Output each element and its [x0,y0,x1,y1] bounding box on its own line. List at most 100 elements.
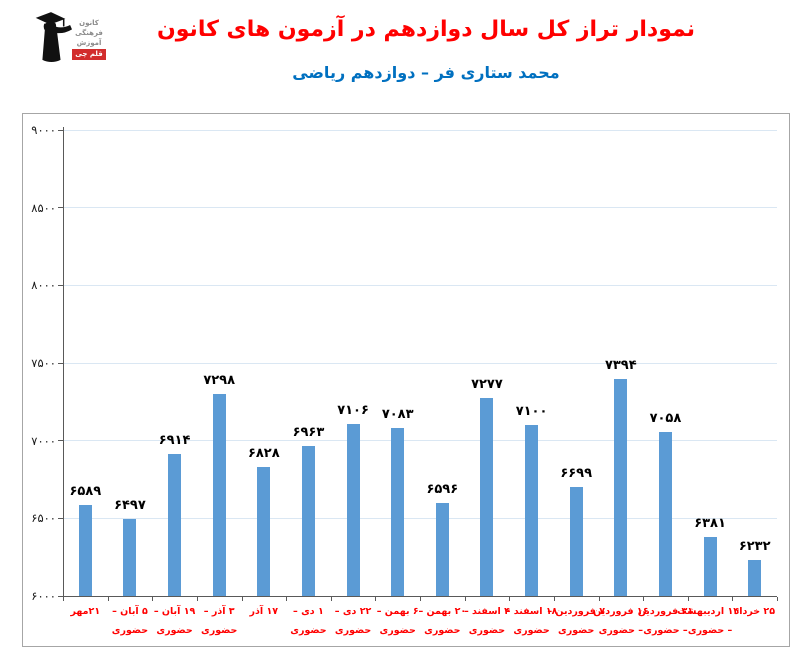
x-axis-category-label: ۲۰ بهمن – حضوری [413,602,471,640]
x-axis-tick [643,597,645,601]
x-axis-category-label: ۵ آبان – حضوری [101,602,159,640]
bar-value-label: ۷۰۵۸ [649,410,682,426]
x-axis-category-line: ۱۶ فروردین [593,606,649,617]
x-axis-category-label: ۳۱ فروردین – حضوری [636,602,694,640]
x-axis-category-label: ۱ دی – حضوری [279,602,337,640]
x-axis-category-line: ۳ آذر – [203,606,235,617]
y-axis-tick [58,129,63,131]
x-axis-tick [196,597,198,601]
bar [703,536,717,596]
x-axis-tick [732,597,734,601]
bar-value-label: ۶۸۲۸ [247,446,280,462]
bar-value-label: ۶۶۹۹ [560,466,593,482]
bar [301,446,315,596]
x-axis-tick [375,597,377,601]
y-axis-tick [58,440,63,442]
x-axis-tick [464,597,466,601]
bar [78,504,92,596]
x-axis-category-label: ۴ اسفند – حضوری [458,602,516,640]
y-axis-tick [58,207,63,209]
x-axis-category-label: ۱۷ آذر [235,602,293,621]
x-axis-category-line: ۱۷ آذر [249,606,279,617]
x-axis-tick [107,597,109,601]
x-axis-category-line: ۱۴ اردیبهشت [677,606,740,617]
bar [168,454,182,596]
bar-value-label: ۷۰۸۳ [381,406,414,422]
x-axis-category-line: ۶ بهمن – [376,606,419,617]
x-axis-category-line: حضوری [558,625,595,636]
x-axis-category-line: ۵ آبان – [112,606,148,617]
gridline [64,517,777,519]
y-axis-tick [58,595,63,597]
logo-line-3: آموزش [76,39,102,47]
x-axis-category-line: ۱ دی – [293,606,324,617]
bar [123,518,137,596]
chart-frame [22,113,790,647]
x-axis-category-line: حضوری [334,625,372,636]
gridline [64,129,777,131]
y-axis-line [63,127,64,596]
bar-value-label: ۷۲۹۸ [203,373,236,389]
bar-value-label: ۶۵۸۹ [69,483,102,499]
x-axis-category-line: حضوری [468,625,506,636]
x-axis-category-label: ۶ بهمن – حضوری [369,602,427,640]
x-axis-category-line: – حضوری [687,625,733,636]
x-axis-category-line: حضوری [290,625,327,636]
x-axis-category-line: ۳۱ فروردین [637,606,694,617]
x-axis-tick [286,597,288,601]
bar [391,427,405,596]
gridline [64,362,777,364]
y-axis-tick [58,517,63,519]
x-axis-category-label: ۱۹ آبان – حضوری [146,602,204,640]
x-axis-line [63,596,777,597]
x-axis-category-line: حضوری [424,625,461,636]
bar [658,431,672,596]
bar-value-label: ۷۲۷۷ [471,376,503,392]
x-axis-category-label: ۲۲ دی – حضوری [324,602,382,640]
logo-badge: قلم چی [72,49,106,60]
chart-title: نمودار تراز کل سال دوازدهم در آزمون های … [156,17,696,42]
bar [435,503,449,596]
gridline [64,284,777,286]
x-axis-category-label: ۳ آذر – حضوری [190,602,248,640]
x-axis-category-line: ۲۵ خرداد [734,606,776,617]
x-axis-category-line: – حضوری [598,625,644,636]
chart-subtitle: محمد ستاری فر – دوازدهم ریاضی [292,63,560,82]
x-axis-category-line: حضوری [513,625,550,636]
x-axis-tick [330,597,332,601]
x-axis-category-line: ۷ فروردین – [547,606,606,617]
bar-value-label: ۶۹۱۴ [158,433,191,449]
gridline [64,207,777,209]
bar-value-label: ۷۳۹۴ [604,358,637,374]
x-axis-tick [241,597,243,601]
bar [525,425,539,596]
x-axis-tick [777,597,778,601]
y-axis-label: ۸۵۰۰ [31,200,56,215]
x-axis-tick [687,597,689,601]
x-axis-tick [63,597,64,601]
x-axis-category-label: ۲۱مهر [56,602,114,621]
x-axis-category-line: ۱۸ اسفند – [505,606,558,617]
bar-value-label: ۶۳۸۱ [694,515,726,531]
x-axis-tick [509,597,511,601]
x-axis-tick [553,597,555,601]
bar [614,379,628,596]
gridline [64,440,777,442]
bar-value-label: ۷۱۰۶ [337,403,369,419]
logo-line-1: کانون [79,19,99,27]
x-axis-category-line: حضوری [201,625,238,636]
y-axis-label: ۶۵۰۰ [31,511,56,526]
x-axis-category-line: ۴ اسفند – [463,606,510,617]
bar [748,559,762,596]
y-axis-label: ۸۰۰۰ [31,278,56,293]
x-axis-category-line: ۲۲ دی – [334,606,372,617]
bar [569,487,583,596]
x-axis-tick [152,597,154,601]
bar [257,467,271,596]
y-axis-label: ۹۰۰۰ [31,123,56,137]
x-axis-category-label: ۱۴ اردیبهشت – حضوری [677,602,740,640]
x-axis-category-label: ۱۶ فروردین – حضوری [592,602,650,640]
bar [346,424,360,596]
x-axis-tick [420,597,421,601]
x-axis-category-line: حضوری [156,625,193,636]
